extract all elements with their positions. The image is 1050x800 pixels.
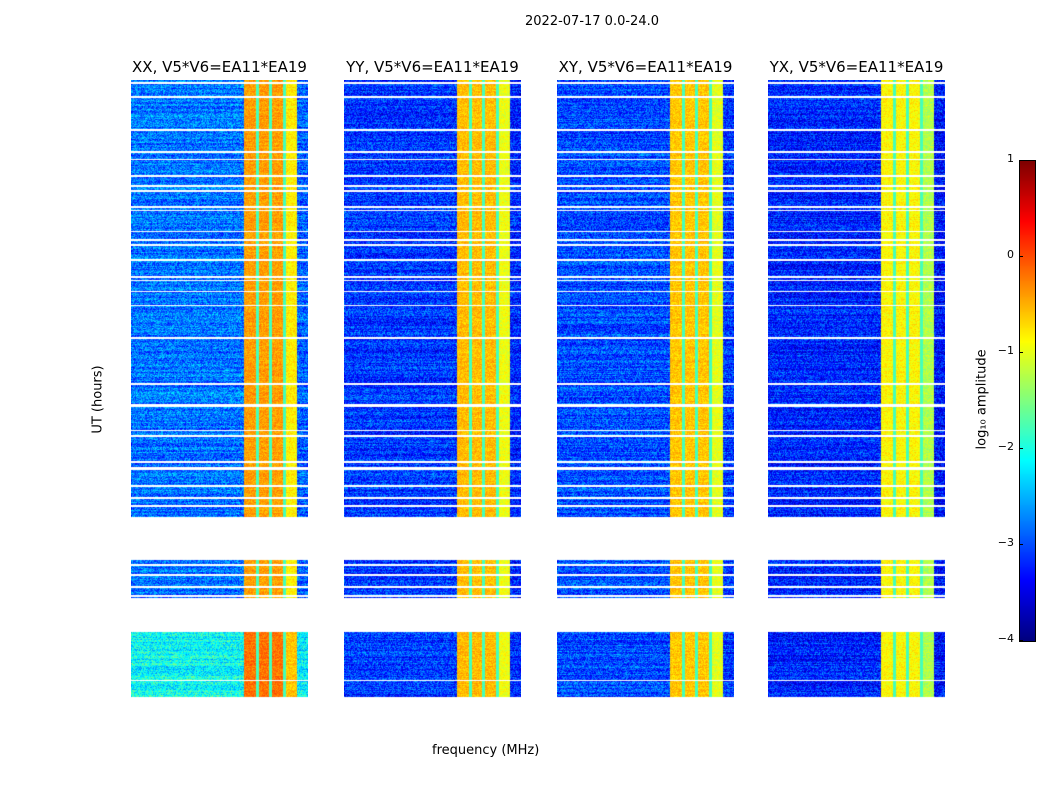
colorbar-tick: [1019, 448, 1023, 449]
colorbar-tick-label: −4: [997, 632, 1014, 645]
colorbar-tick: [1019, 352, 1023, 353]
spectrogram-heatmap: [768, 80, 945, 719]
x-axis-label: frequency (MHz): [432, 743, 540, 758]
colorbar-tick-label: 1: [1007, 152, 1014, 165]
figure-title: 2022-07-17 0.0-24.0: [525, 14, 659, 29]
colorbar-tick: [1019, 640, 1023, 641]
spectrogram-heatmap: [131, 80, 308, 719]
colorbar-tick-label: −3: [997, 536, 1014, 549]
colorbar-tick: [1019, 256, 1023, 257]
panel-title: XY, V5*V6=EA11*EA19: [558, 58, 733, 76]
colorbar-tick-label: 0: [1007, 248, 1014, 261]
colorbar-tick: [1019, 544, 1023, 545]
panel-title: YX, V5*V6=EA11*EA19: [769, 58, 944, 76]
colorbar-label: log₁₀ amplitude: [974, 349, 990, 450]
panel-title: XX, V5*V6=EA11*EA19: [132, 58, 307, 76]
colorbar: [1019, 160, 1036, 642]
colorbar-tick-label: −1: [997, 344, 1014, 357]
panel-title: YY, V5*V6=EA11*EA19: [346, 58, 519, 76]
spectrogram-heatmap: [344, 80, 521, 719]
spectrogram-heatmap: [557, 80, 734, 719]
colorbar-tick-label: −2: [997, 440, 1014, 453]
y-axis-label: UT (hours): [90, 365, 106, 434]
colorbar-tick: [1019, 160, 1023, 161]
